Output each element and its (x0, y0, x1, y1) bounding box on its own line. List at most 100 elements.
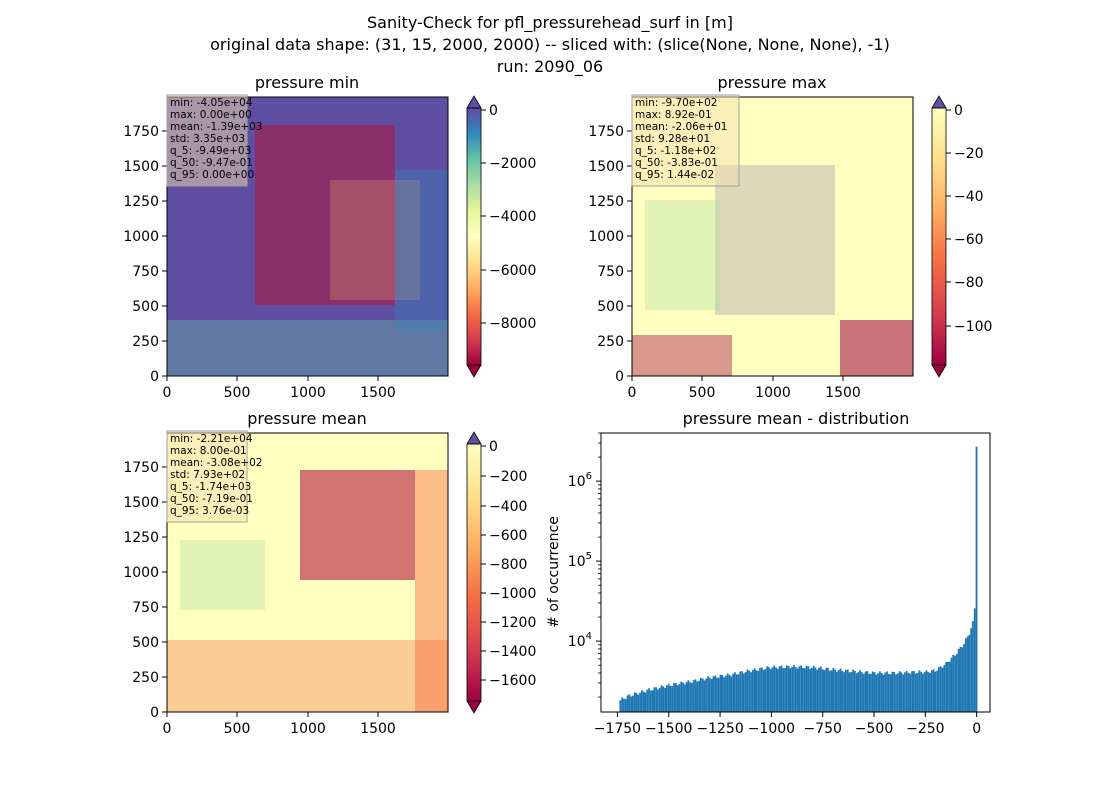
x-axis: 0 500 1000 1500 (163, 376, 396, 401)
histogram-bar (664, 687, 667, 712)
histogram-bar (923, 672, 926, 712)
histogram-bar (732, 673, 735, 712)
histogram-bar (748, 670, 751, 712)
histogram-bar (916, 673, 919, 712)
histogram-bar (930, 670, 933, 712)
colorbar-tick-label: 0 (489, 439, 498, 455)
suptitle-line: original data shape: (31, 15, 2000, 2000… (210, 35, 890, 54)
histogram-bar (905, 670, 908, 712)
histogram-bar (655, 687, 658, 712)
histogram-bar (737, 674, 740, 712)
y-tick-label: 750 (132, 600, 159, 616)
colorbar-tick-label: −40 (954, 189, 984, 205)
histogram-bar (721, 675, 724, 712)
stats-line: q_50: -7.19e-01 (170, 493, 253, 505)
histogram-bar (626, 695, 629, 712)
heatmap-region-mixed (330, 180, 420, 300)
histogram-bar (812, 665, 815, 712)
x-tick-label: 0 (972, 721, 981, 737)
histogram-bar (862, 673, 865, 712)
histogram-bar (825, 667, 828, 712)
histogram-bar (945, 661, 947, 712)
colorbar: 0 −200 −400 −600 −800 −1000 −1200 −1400 … (466, 431, 536, 714)
histogram-bar (728, 674, 731, 712)
histogram-bar (877, 673, 879, 712)
histogram-bar (921, 673, 924, 712)
histogram-bar (900, 672, 903, 712)
panel-pressure-mean: pressure mean 0 500 1000 1500 0 250 500 (123, 409, 536, 737)
histogram-bar (750, 672, 752, 712)
colorbar-extend-max (931, 95, 947, 109)
panel-pressure-min: pressure min 0 500 1000 1500 0 250 500 (123, 73, 536, 401)
histogram-bar (624, 698, 627, 712)
histogram-bar (954, 655, 956, 712)
histogram-bar (796, 668, 799, 712)
histogram-bar (913, 670, 915, 712)
histogram-bar (855, 673, 858, 712)
histogram-bar (778, 666, 781, 712)
stats-line: q_50: -9.47e-01 (170, 157, 253, 169)
histogram-bar (844, 669, 847, 712)
colorbar-tick-label: −8000 (489, 316, 536, 332)
histogram-bar (789, 668, 792, 712)
histogram-bar (657, 689, 659, 712)
histogram-bar (687, 680, 690, 712)
histogram-bar (798, 666, 801, 712)
suptitle: Sanity-Check for pfl_pressurehead_surf i… (210, 13, 890, 77)
histogram-bar (827, 667, 829, 712)
histogram-bar (947, 661, 949, 712)
colorbar-tick-label: −20 (954, 146, 984, 162)
histogram-bar (742, 673, 745, 712)
histogram-bar (760, 667, 763, 712)
stats-box-background (631, 94, 740, 187)
histogram-bar (963, 643, 965, 712)
histogram-bar (673, 683, 675, 712)
colorbar-tick-label: −600 (489, 528, 527, 544)
stats-line: std: 7.93e+02 (170, 469, 245, 481)
x-tick-label: 1500 (825, 385, 861, 401)
histogram-bar (635, 692, 638, 712)
histogram-bar (649, 690, 652, 712)
histogram-bar (955, 653, 958, 712)
histogram-bar (793, 665, 795, 712)
stats-box-background (166, 94, 248, 187)
y-tick-label: 750 (132, 264, 159, 280)
y-tick-label: 1250 (123, 530, 159, 546)
histogram-bar (843, 672, 845, 712)
histogram-bar (739, 671, 742, 712)
histogram-bar (753, 668, 756, 712)
stats-line: q_95: 0.00e+00 (170, 169, 254, 181)
colorbar-tick-label: −60 (954, 232, 984, 248)
stats-line: max: 8.92e-01 (635, 109, 712, 121)
histogram-bar (716, 677, 718, 712)
y-tick-label: 250 (132, 670, 159, 686)
stats-box: min: -4.05e+04 max: 0.00e+00 mean: -1.39… (166, 94, 262, 187)
histogram-bar (972, 621, 974, 712)
colorbar: 0 −2000 −4000 −6000 −8000 (466, 95, 536, 378)
histogram-bar (776, 668, 779, 712)
histogram-bar (909, 673, 912, 712)
histogram-bar (785, 665, 788, 712)
histogram-bar (823, 670, 826, 712)
histogram-bar (769, 669, 772, 712)
histogram-bar (859, 670, 862, 712)
histogram-bar (662, 686, 665, 712)
histogram-bar (751, 669, 754, 712)
panel-title: pressure max (717, 73, 826, 92)
y-tick-label: 104 (568, 631, 592, 650)
histogram-bar (914, 673, 917, 712)
histogram-bar (800, 665, 803, 712)
histogram-bar (771, 667, 774, 712)
histogram-bar (927, 672, 930, 712)
colorbar-tick-label: −2000 (489, 156, 536, 172)
colorbar-extend-max (466, 431, 482, 445)
histogram-bar (878, 671, 881, 712)
plot-frame (600, 432, 991, 713)
x-tick-label: 1000 (290, 721, 326, 737)
y-tick-label: 500 (132, 635, 159, 651)
heatmap-region-east (395, 170, 448, 330)
histogram-bar (640, 690, 643, 712)
histogram-bar (633, 692, 636, 712)
x-tick-label: −1250 (696, 721, 743, 737)
stats-line: mean: -3.08e+02 (170, 457, 262, 469)
